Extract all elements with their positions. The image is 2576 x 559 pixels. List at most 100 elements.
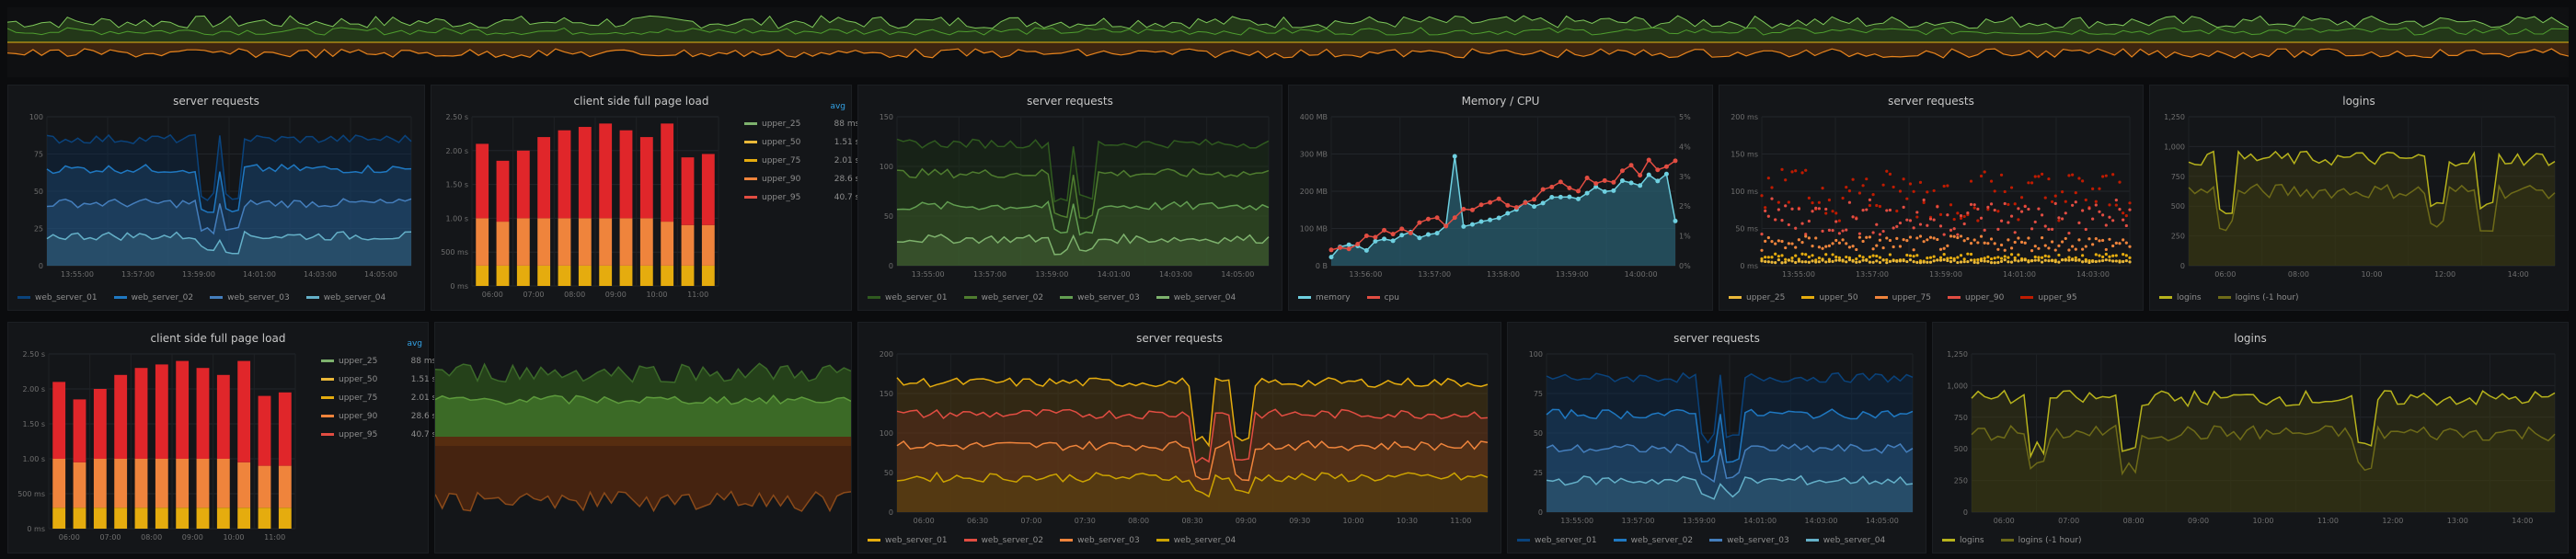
scatter-point [2122, 211, 2125, 215]
legend-item[interactable]: logins [1942, 536, 1984, 545]
table-row[interactable]: upper_25 88 ms [321, 352, 436, 371]
grid-lines [896, 353, 1489, 513]
bar-segment [681, 224, 695, 266]
y-tick-label: 1.50 s [445, 181, 468, 189]
green-area-inner [435, 395, 851, 437]
bar-segment [73, 508, 86, 529]
scatter-point [2118, 208, 2122, 211]
legend-item[interactable]: logins (-1 hour) [2217, 293, 2299, 302]
panel-server-requests-3[interactable]: server requests 0 50 100 150 200 06:00 06:30 07… [857, 322, 1501, 553]
legend-item[interactable]: memory [1298, 293, 1351, 302]
scatter-point [2003, 248, 2007, 252]
panel-stacked-area[interactable] [434, 322, 852, 553]
bar-segment [73, 462, 86, 508]
legend-item[interactable]: upper_90 [1947, 293, 2004, 302]
legend-item[interactable]: upper_25 [1729, 293, 1785, 302]
scatter-point [1989, 202, 1994, 206]
grid-lines [1546, 353, 1914, 513]
scatter-point [2074, 200, 2077, 204]
scatter-point [1878, 238, 1882, 242]
legend-label: logins [2177, 293, 2202, 302]
table-row[interactable]: upper_75 2.01 s [744, 152, 859, 170]
panel-server-requests-4[interactable]: server requests 0 25 50 75 100 13:55:00 13:57:… [1507, 322, 1926, 553]
memory-point [1346, 242, 1351, 247]
legend-label: logins (-1 hour) [2018, 536, 2082, 545]
panel-memory-cpu[interactable]: Memory / CPU 0 B 100 MB 200 MB 300 MB 400 MB… [1288, 85, 1713, 311]
grid-lines [2188, 116, 2556, 267]
memory-point [1673, 218, 1678, 223]
legend-item[interactable]: cpu [1366, 293, 1399, 302]
table-row[interactable]: upper_50 1.51 s [744, 133, 859, 152]
legend-item[interactable]: web_server_01 [17, 293, 98, 302]
scatter-point [2094, 253, 2098, 257]
legend-item[interactable]: web_server_03 [1060, 536, 1140, 545]
cpu-point [1523, 200, 1528, 206]
x-tick-label: 14:03:00 [1159, 270, 1192, 279]
legend-item[interactable]: web_server_02 [113, 293, 193, 302]
scatter-point [1777, 255, 1780, 258]
row-value: 1.51 s [410, 375, 437, 384]
scatter-point [2033, 175, 2037, 178]
x-tick-label: 12:00 [2434, 270, 2455, 279]
legend-item[interactable]: upper_50 [1801, 293, 1858, 302]
scatter-point [1892, 185, 1895, 189]
y-tick-label: 2.50 s [22, 350, 45, 359]
panel-logins-2[interactable]: logins 0 250 500 750 1,000 1,250 06:00 07:00 08:… [1932, 322, 2569, 553]
table-row[interactable]: upper_25 88 ms [744, 115, 859, 133]
legend-item[interactable]: upper_95 [2020, 293, 2077, 302]
scatter-point [2124, 241, 2128, 245]
table-header[interactable]: avg [830, 102, 845, 111]
legend-item[interactable]: web_server_01 [868, 536, 948, 545]
panel-logins-1[interactable]: logins 0 250 500 750 1,000 1,250 06:00 08:00 10:… [2149, 85, 2569, 311]
legend-item[interactable]: web_server_03 [1709, 536, 1789, 545]
legend-item[interactable]: web_server_04 [1156, 293, 1236, 302]
x-tick-label: 10:00 [2361, 270, 2382, 279]
panel-client-page-load-1[interactable]: client side full page load 0 ms 500 ms 1.0… [431, 85, 859, 311]
scatter-point [1892, 245, 1895, 249]
table-row[interactable]: upper_75 2.01 s [321, 389, 436, 407]
x-tick-label: 14:03:00 [2076, 270, 2110, 279]
legend-item[interactable]: web_server_03 [210, 293, 290, 302]
legend-item[interactable]: web_server_01 [868, 293, 948, 302]
y-tick-label: 2.00 s [22, 385, 45, 394]
scatter-point [1979, 216, 1984, 220]
scatter-point [1760, 248, 1764, 252]
legend-item[interactable]: web_server_04 [1805, 536, 1885, 545]
legend-item[interactable]: logins (-1 hour) [2000, 536, 2082, 545]
scatter-point [2098, 254, 2101, 257]
scatter-point [1962, 260, 1966, 264]
memory-point [1505, 211, 1511, 216]
panel-server-requests-2[interactable]: server requests 0 50 100 150 13:55:00 13:57:0… [857, 85, 1282, 311]
cpu-point [1611, 179, 1616, 185]
table-row[interactable]: upper_50 1.51 s [321, 371, 436, 389]
row-label: upper_90 [762, 175, 801, 184]
panel-client-page-load-2[interactable]: client side full page load 0 ms 500 ms 1.0… [7, 322, 436, 553]
bar-segment [176, 459, 190, 508]
legend-item[interactable]: web_server_04 [1156, 536, 1236, 545]
table-row[interactable]: upper_95 40.7 s [321, 426, 436, 444]
table-row[interactable]: upper_90 28.6 s [321, 407, 436, 426]
scatter-point [2057, 260, 2061, 264]
scatter-point [1811, 254, 1814, 257]
table-row[interactable]: upper_95 40.7 s [744, 188, 859, 207]
legend-item[interactable]: web_server_04 [305, 293, 385, 302]
legend-item[interactable]: web_server_02 [963, 293, 1043, 302]
legend-item[interactable]: web_server_03 [1060, 293, 1140, 302]
legend-item[interactable]: web_server_02 [963, 536, 1043, 545]
cpu-point [1443, 223, 1449, 229]
panel-server-requests-1[interactable]: server requests 0 25 50 75 100 13:55:00 13:57:… [7, 85, 425, 311]
panel-server-requests-scatter[interactable]: server requests 0 ms 50 ms 100 ms 150 ms 200… [1719, 85, 2144, 311]
scatter-point [1942, 233, 1946, 236]
scatter-point [1787, 222, 1790, 227]
memory-point [1496, 215, 1501, 221]
table-header[interactable]: avg [407, 339, 422, 348]
legend-item[interactable]: web_server_02 [1613, 536, 1693, 545]
table-row[interactable]: upper_90 28.6 s [744, 170, 859, 188]
cpu-point [1355, 242, 1361, 247]
row-value: 40.7 s [834, 193, 860, 202]
scatter-point [2087, 207, 2091, 211]
legend-item[interactable]: upper_75 [1874, 293, 1931, 302]
scatter-point [1959, 254, 1963, 257]
legend-item[interactable]: web_server_01 [1517, 536, 1597, 545]
legend-item[interactable]: logins [2159, 293, 2202, 302]
